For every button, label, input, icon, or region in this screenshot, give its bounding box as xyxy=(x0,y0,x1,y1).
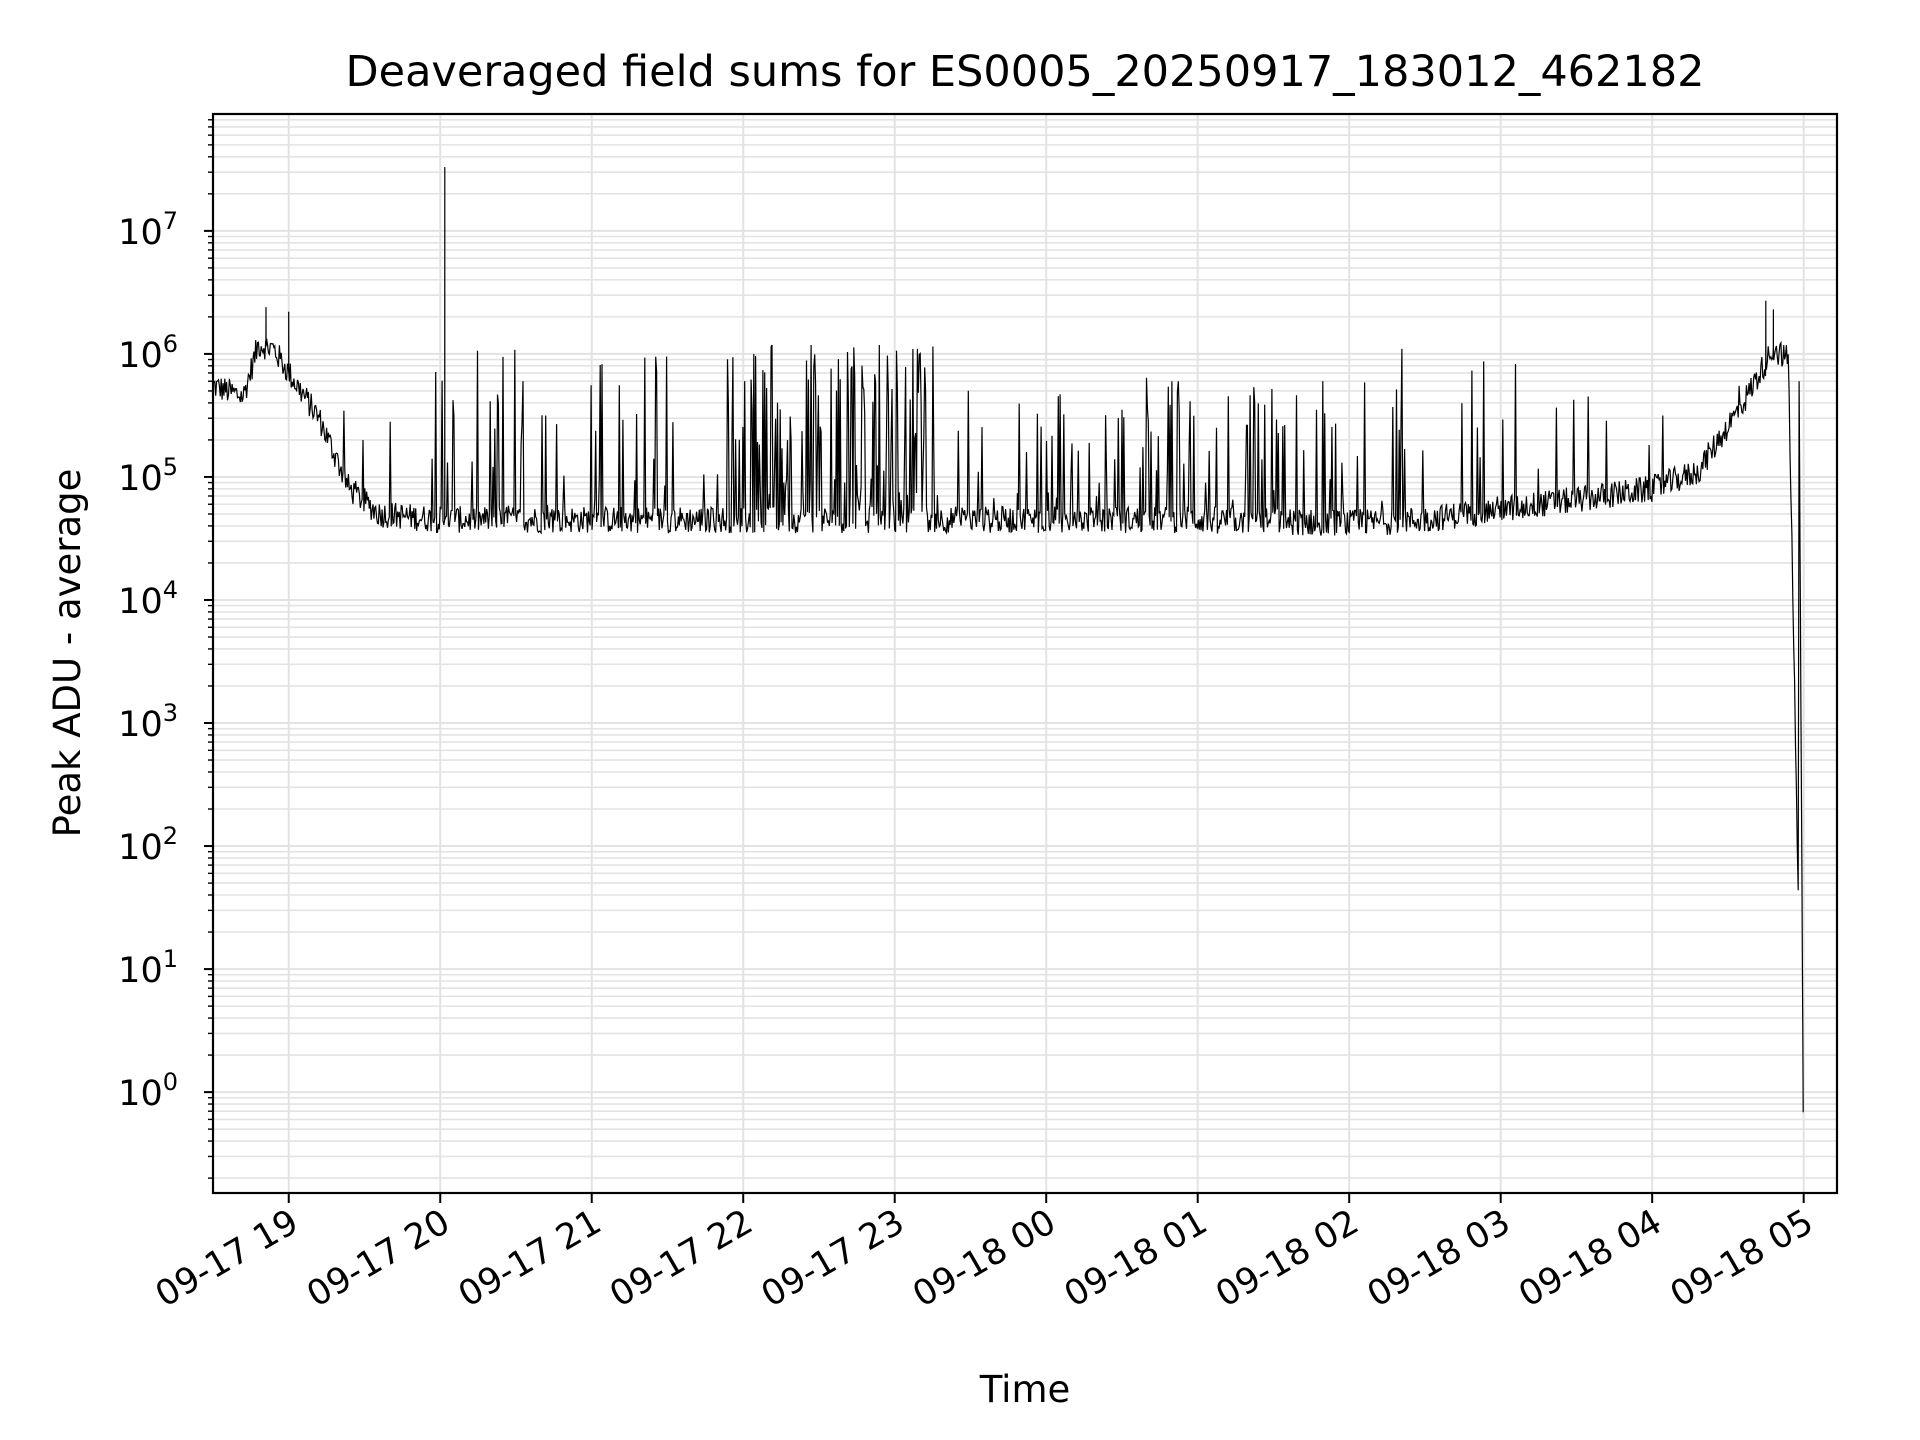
x-tick-label: 09-18 00 xyxy=(906,1202,1062,1315)
x-tick-label: 09-17 21 xyxy=(452,1202,608,1315)
data-series-line xyxy=(213,167,1804,1113)
y-tick-label: 106 xyxy=(118,330,178,376)
x-tick-label: 09-18 04 xyxy=(1512,1202,1668,1315)
x-axis-label: Time xyxy=(979,1368,1071,1411)
x-tick-label: 09-17 23 xyxy=(755,1202,911,1315)
y-tick-label: 101 xyxy=(118,945,178,991)
x-tick-label: 09-18 05 xyxy=(1664,1202,1820,1315)
plot-frame xyxy=(211,112,1839,1195)
x-tick-label: 09-17 19 xyxy=(149,1202,305,1315)
y-axis: 100 101 102 103 104 105 106 107 xyxy=(118,119,213,1179)
y-axis-label: Peak ADU - average xyxy=(46,469,89,838)
x-tick-label: 09-17 20 xyxy=(300,1202,456,1315)
x-tick-label: 09-18 01 xyxy=(1058,1202,1214,1315)
y-tick-label: 102 xyxy=(118,822,178,868)
y-tick-label: 100 xyxy=(118,1068,178,1114)
y-tick-label: 107 xyxy=(118,207,178,253)
x-tick-label: 09-18 02 xyxy=(1209,1202,1365,1315)
chart-title: Deaveraged field sums for ES0005_2025091… xyxy=(346,47,1705,97)
y-tick-label: 104 xyxy=(118,576,178,622)
x-tick-label: 09-17 22 xyxy=(603,1202,759,1315)
series xyxy=(213,167,1804,1113)
y-tick-label: 105 xyxy=(118,453,178,499)
x-tick-label: 09-18 03 xyxy=(1361,1202,1517,1315)
grid xyxy=(213,114,1837,1193)
y-tick-label: 103 xyxy=(118,699,178,745)
